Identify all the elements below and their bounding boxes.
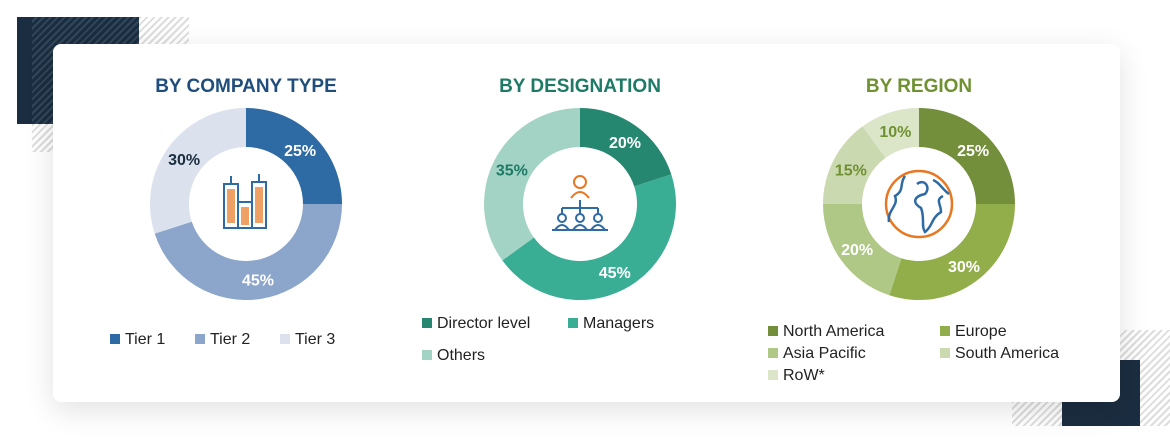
data-label: 45%: [242, 273, 274, 290]
chart-title: BY COMPANY TYPE: [155, 76, 337, 97]
legend-item: South America: [940, 345, 1059, 363]
legend-swatch: [940, 326, 950, 336]
legend-label: Tier 3: [295, 331, 336, 348]
panel-region: BY REGION 25% 30% 20% 15% 10% North America Eu…: [749, 44, 1089, 402]
legend-swatch: [280, 334, 290, 344]
legend-swatch: [422, 318, 432, 328]
donut-chart: 20% 45% 35%: [484, 108, 676, 300]
data-label: 10%: [879, 124, 911, 141]
legend-item: Tier 3: [280, 331, 335, 349]
donut-slice-tier-1: [246, 108, 342, 204]
data-label: 25%: [284, 143, 316, 160]
legend-label: Others: [437, 347, 486, 364]
data-label: 25%: [957, 143, 989, 160]
donut-slice-others: [484, 108, 580, 261]
donut-slice-south-america: [823, 126, 886, 204]
donut-slice-row-: [862, 108, 919, 158]
legend-item: North America: [768, 323, 884, 341]
donut-slice-asia-pacific: [823, 204, 902, 296]
decor-hatch: [139, 17, 189, 45]
decor-block: [17, 17, 32, 124]
legend-item: Others: [422, 347, 485, 365]
legend-item: Tier 1: [110, 331, 165, 349]
data-label: 20%: [609, 135, 641, 152]
chart-card: BY COMPANY TYPE 25% 45% 30% Tier 1 Tier 2 Tie…: [53, 44, 1120, 402]
legend-label: Asia Pacific: [783, 345, 866, 362]
data-label: 35%: [496, 162, 528, 179]
legend-label: RoW*: [783, 367, 825, 384]
legend-item: RoW*: [768, 367, 825, 385]
donut-slice-europe: [889, 204, 1015, 300]
legend-swatch: [768, 326, 778, 336]
donut-slice-director-level: [580, 108, 672, 187]
data-label: 20%: [841, 242, 873, 259]
chart-title: BY DESIGNATION: [499, 76, 661, 97]
legend-item: Europe: [940, 323, 1007, 341]
data-label: 30%: [168, 152, 200, 169]
legend-label: Tier 1: [125, 331, 166, 348]
legend-swatch: [110, 334, 120, 344]
data-label: 15%: [835, 162, 867, 179]
donut-chart: 25% 45% 30%: [150, 108, 342, 300]
globe-icon: [884, 169, 954, 239]
donut-slice-tier-2: [154, 204, 342, 300]
chart-title: BY REGION: [865, 76, 973, 97]
legend-item: Director level: [422, 315, 530, 333]
legend-item: Asia Pacific: [768, 345, 866, 363]
legend-item: Managers: [568, 315, 654, 333]
legend-swatch: [195, 334, 205, 344]
donut-chart: 25% 30% 20% 15% 10%: [823, 108, 1015, 300]
legend-label: Europe: [955, 323, 1007, 340]
legend-label: North America: [783, 323, 885, 340]
donut-slice-north-america: [919, 108, 1015, 204]
decor-hatch: [32, 124, 54, 152]
legend-swatch: [940, 348, 950, 358]
legend-label: Managers: [583, 315, 655, 332]
legend-swatch: [768, 348, 778, 358]
legend-item: Tier 2: [195, 331, 250, 349]
legend-swatch: [768, 370, 778, 380]
data-label: 30%: [948, 259, 980, 276]
office-buildings-icon: [223, 174, 267, 229]
data-label: 45%: [599, 265, 631, 282]
legend-label: Tier 2: [210, 331, 251, 348]
legend-label: Director level: [437, 315, 531, 332]
donut-slice-managers: [502, 174, 676, 300]
panel-designation: BY DESIGNATION 20% 45% 35% Director level Ma…: [410, 44, 750, 402]
donut-slice-tier-3: [150, 108, 246, 234]
team-hierarchy-icon: [552, 175, 608, 231]
legend-swatch: [422, 350, 432, 360]
legend-label: South America: [955, 345, 1060, 362]
panel-company-type: BY COMPANY TYPE 25% 45% 30% Tier 1 Tier 2 Tie…: [76, 44, 416, 402]
legend-swatch: [568, 318, 578, 328]
